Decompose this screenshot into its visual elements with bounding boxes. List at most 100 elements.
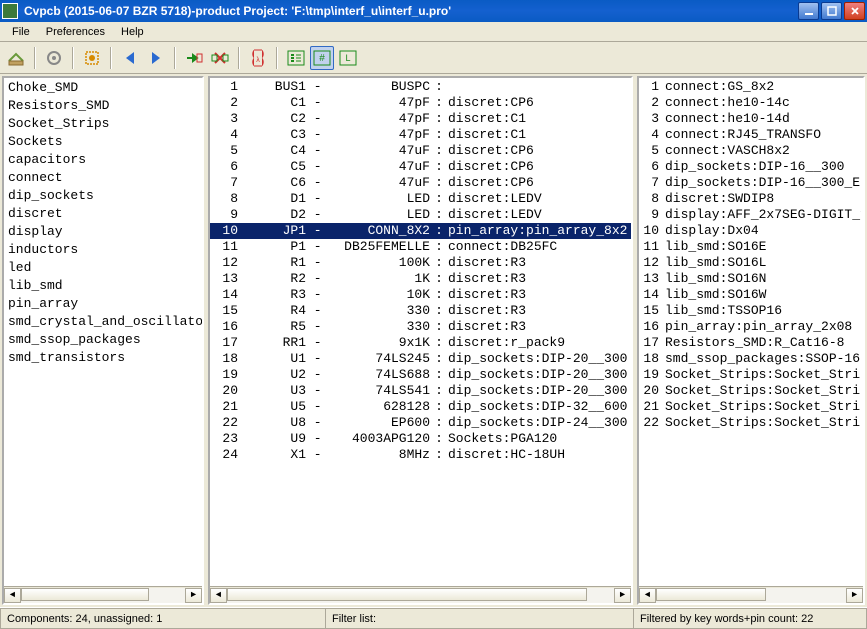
- library-item[interactable]: smd_transistors: [4, 349, 202, 367]
- component-row[interactable]: 19U2 -74LS688:dip_sockets:DIP-20__300: [210, 367, 631, 383]
- component-row[interactable]: 15R4 -330:discret:R3: [210, 303, 631, 319]
- scroll-left-button[interactable]: ◄: [639, 588, 656, 603]
- library-item[interactable]: Sockets: [4, 133, 202, 151]
- library-item[interactable]: smd_crystal_and_oscillator: [4, 313, 202, 331]
- prev-button[interactable]: [118, 46, 142, 70]
- filter-pincount-button[interactable]: #: [310, 46, 334, 70]
- footprint-row[interactable]: 17Resistors_SMD:R_Cat16-8: [639, 335, 863, 351]
- footprint-row[interactable]: 10display:Dx04: [639, 223, 863, 239]
- footprint-row[interactable]: 9display:AFF_2x7SEG-DIGIT_10: [639, 207, 863, 223]
- component-row[interactable]: 1BUS1 -BUSPC:: [210, 79, 631, 95]
- workspace: Choke_SMDResistors_SMDSocket_StripsSocke…: [0, 74, 867, 607]
- footprint-row[interactable]: 21Socket_Strips:Socket_Strip_: [639, 399, 863, 415]
- footprint-row[interactable]: 6dip_sockets:DIP-16__300: [639, 159, 863, 175]
- documentation-button[interactable]: λ: [246, 46, 270, 70]
- delete-associations-button[interactable]: [208, 46, 232, 70]
- footprint-row[interactable]: 11lib_smd:SO16E: [639, 239, 863, 255]
- footprint-row[interactable]: 18smd_ssop_packages:SSOP-16: [639, 351, 863, 367]
- footprint-row[interactable]: 19Socket_Strips:Socket_Strip_: [639, 367, 863, 383]
- scroll-left-button[interactable]: ◄: [4, 588, 21, 603]
- footprint-row[interactable]: 12lib_smd:SO16L: [639, 255, 863, 271]
- maximize-button[interactable]: [821, 2, 842, 20]
- footprint-row[interactable]: 14lib_smd:SO16W: [639, 287, 863, 303]
- scroll-right-button[interactable]: ►: [846, 588, 863, 603]
- library-item[interactable]: dip_sockets: [4, 187, 202, 205]
- component-row[interactable]: 11P1 -DB25FEMELLE:connect:DB25FC: [210, 239, 631, 255]
- component-row[interactable]: 18U1 -74LS245:dip_sockets:DIP-20__300: [210, 351, 631, 367]
- svg-text:λ: λ: [256, 57, 260, 64]
- menu-file[interactable]: File: [4, 24, 38, 40]
- library-item[interactable]: connect: [4, 169, 202, 187]
- next-button[interactable]: [144, 46, 168, 70]
- component-list[interactable]: 1BUS1 -BUSPC:2C1 -47pF:discret:CP63C2 -4…: [210, 78, 631, 586]
- filter-keywords-button[interactable]: [284, 46, 308, 70]
- library-item[interactable]: Socket_Strips: [4, 115, 202, 133]
- component-row[interactable]: 3C2 -47pF:discret:C1: [210, 111, 631, 127]
- minimize-button[interactable]: [798, 2, 819, 20]
- scroll-left-button[interactable]: ◄: [210, 588, 227, 603]
- library-item[interactable]: pin_array: [4, 295, 202, 313]
- component-row[interactable]: 2C1 -47pF:discret:CP6: [210, 95, 631, 111]
- menu-preferences[interactable]: Preferences: [38, 24, 113, 40]
- save-button[interactable]: [4, 46, 28, 70]
- menu-help[interactable]: Help: [113, 24, 152, 40]
- footprint-row[interactable]: 4connect:RJ45_TRANSFO: [639, 127, 863, 143]
- component-row[interactable]: 7C6 -47uF:discret:CP6: [210, 175, 631, 191]
- library-item[interactable]: Choke_SMD: [4, 79, 202, 97]
- component-panel: 1BUS1 -BUSPC:2C1 -47pF:discret:CP63C2 -4…: [208, 76, 633, 605]
- footprint-row[interactable]: 20Socket_Strips:Socket_Strip_: [639, 383, 863, 399]
- auto-associate-button[interactable]: [182, 46, 206, 70]
- footprint-row[interactable]: 13lib_smd:SO16N: [639, 271, 863, 287]
- component-row[interactable]: 5C4 -47uF:discret:CP6: [210, 143, 631, 159]
- scroll-right-button[interactable]: ►: [185, 588, 202, 603]
- footprint-row[interactable]: 8discret:SWDIP8: [639, 191, 863, 207]
- component-row[interactable]: 4C3 -47pF:discret:C1: [210, 127, 631, 143]
- app-icon: [2, 3, 18, 19]
- footprint-row[interactable]: 7dip_sockets:DIP-16__300_ELL: [639, 175, 863, 191]
- config-button[interactable]: [42, 46, 66, 70]
- component-row[interactable]: 6C5 -47uF:discret:CP6: [210, 159, 631, 175]
- footprint-row[interactable]: 15lib_smd:TSSOP16: [639, 303, 863, 319]
- view-footprint-button[interactable]: [80, 46, 104, 70]
- library-item[interactable]: inductors: [4, 241, 202, 259]
- footprint-row[interactable]: 2connect:he10-14c: [639, 95, 863, 111]
- component-row[interactable]: 12R1 -100K:discret:R3: [210, 255, 631, 271]
- library-item[interactable]: discret: [4, 205, 202, 223]
- footprint-list[interactable]: 1connect:GS_8x22connect:he10-14c3connect…: [639, 78, 863, 586]
- library-item[interactable]: capacitors: [4, 151, 202, 169]
- footprint-hscroll[interactable]: ◄ ►: [639, 586, 863, 603]
- component-row[interactable]: 21U5 -628128:dip_sockets:DIP-32__600: [210, 399, 631, 415]
- component-row[interactable]: 17RR1 -9x1K:discret:r_pack9: [210, 335, 631, 351]
- component-row[interactable]: 22U8 -EP600:dip_sockets:DIP-24__300: [210, 415, 631, 431]
- library-hscroll[interactable]: ◄ ►: [4, 586, 202, 603]
- footprint-row[interactable]: 5connect:VASCH8x2: [639, 143, 863, 159]
- component-row[interactable]: 23U9 -4003APG120:Sockets:PGA120: [210, 431, 631, 447]
- component-hscroll[interactable]: ◄ ►: [210, 586, 631, 603]
- filter-library-button[interactable]: L: [336, 46, 360, 70]
- component-row[interactable]: 14R3 -10K:discret:R3: [210, 287, 631, 303]
- library-item[interactable]: smd_ssop_packages: [4, 331, 202, 349]
- component-row[interactable]: 20U3 -74LS541:dip_sockets:DIP-20__300: [210, 383, 631, 399]
- svg-text:#: #: [319, 53, 325, 64]
- library-item[interactable]: Resistors_SMD: [4, 97, 202, 115]
- footprint-row[interactable]: 1connect:GS_8x2: [639, 79, 863, 95]
- footprint-row[interactable]: 3connect:he10-14d: [639, 111, 863, 127]
- component-row[interactable]: 10JP1 -CONN_8X2:pin_array:pin_array_8x2: [210, 223, 631, 239]
- library-item[interactable]: display: [4, 223, 202, 241]
- close-button[interactable]: [844, 2, 865, 20]
- library-item[interactable]: lib_smd: [4, 277, 202, 295]
- library-item[interactable]: led: [4, 259, 202, 277]
- menubar: File Preferences Help: [0, 22, 867, 42]
- component-row[interactable]: 8D1 -LED:discret:LEDV: [210, 191, 631, 207]
- component-row[interactable]: 9D2 -LED:discret:LEDV: [210, 207, 631, 223]
- status-filter: Filter list:: [325, 608, 633, 629]
- footprint-panel: 1connect:GS_8x22connect:he10-14c3connect…: [637, 76, 865, 605]
- titlebar[interactable]: Cvpcb (2015-06-07 BZR 5718)-product Proj…: [0, 0, 867, 22]
- library-list[interactable]: Choke_SMDResistors_SMDSocket_StripsSocke…: [4, 78, 202, 586]
- scroll-right-button[interactable]: ►: [614, 588, 631, 603]
- component-row[interactable]: 16R5 -330:discret:R3: [210, 319, 631, 335]
- footprint-row[interactable]: 16pin_array:pin_array_2x08: [639, 319, 863, 335]
- component-row[interactable]: 24X1 -8MHz:discret:HC-18UH: [210, 447, 631, 463]
- footprint-row[interactable]: 22Socket_Strips:Socket_Strip_: [639, 415, 863, 431]
- component-row[interactable]: 13R2 -1K:discret:R3: [210, 271, 631, 287]
